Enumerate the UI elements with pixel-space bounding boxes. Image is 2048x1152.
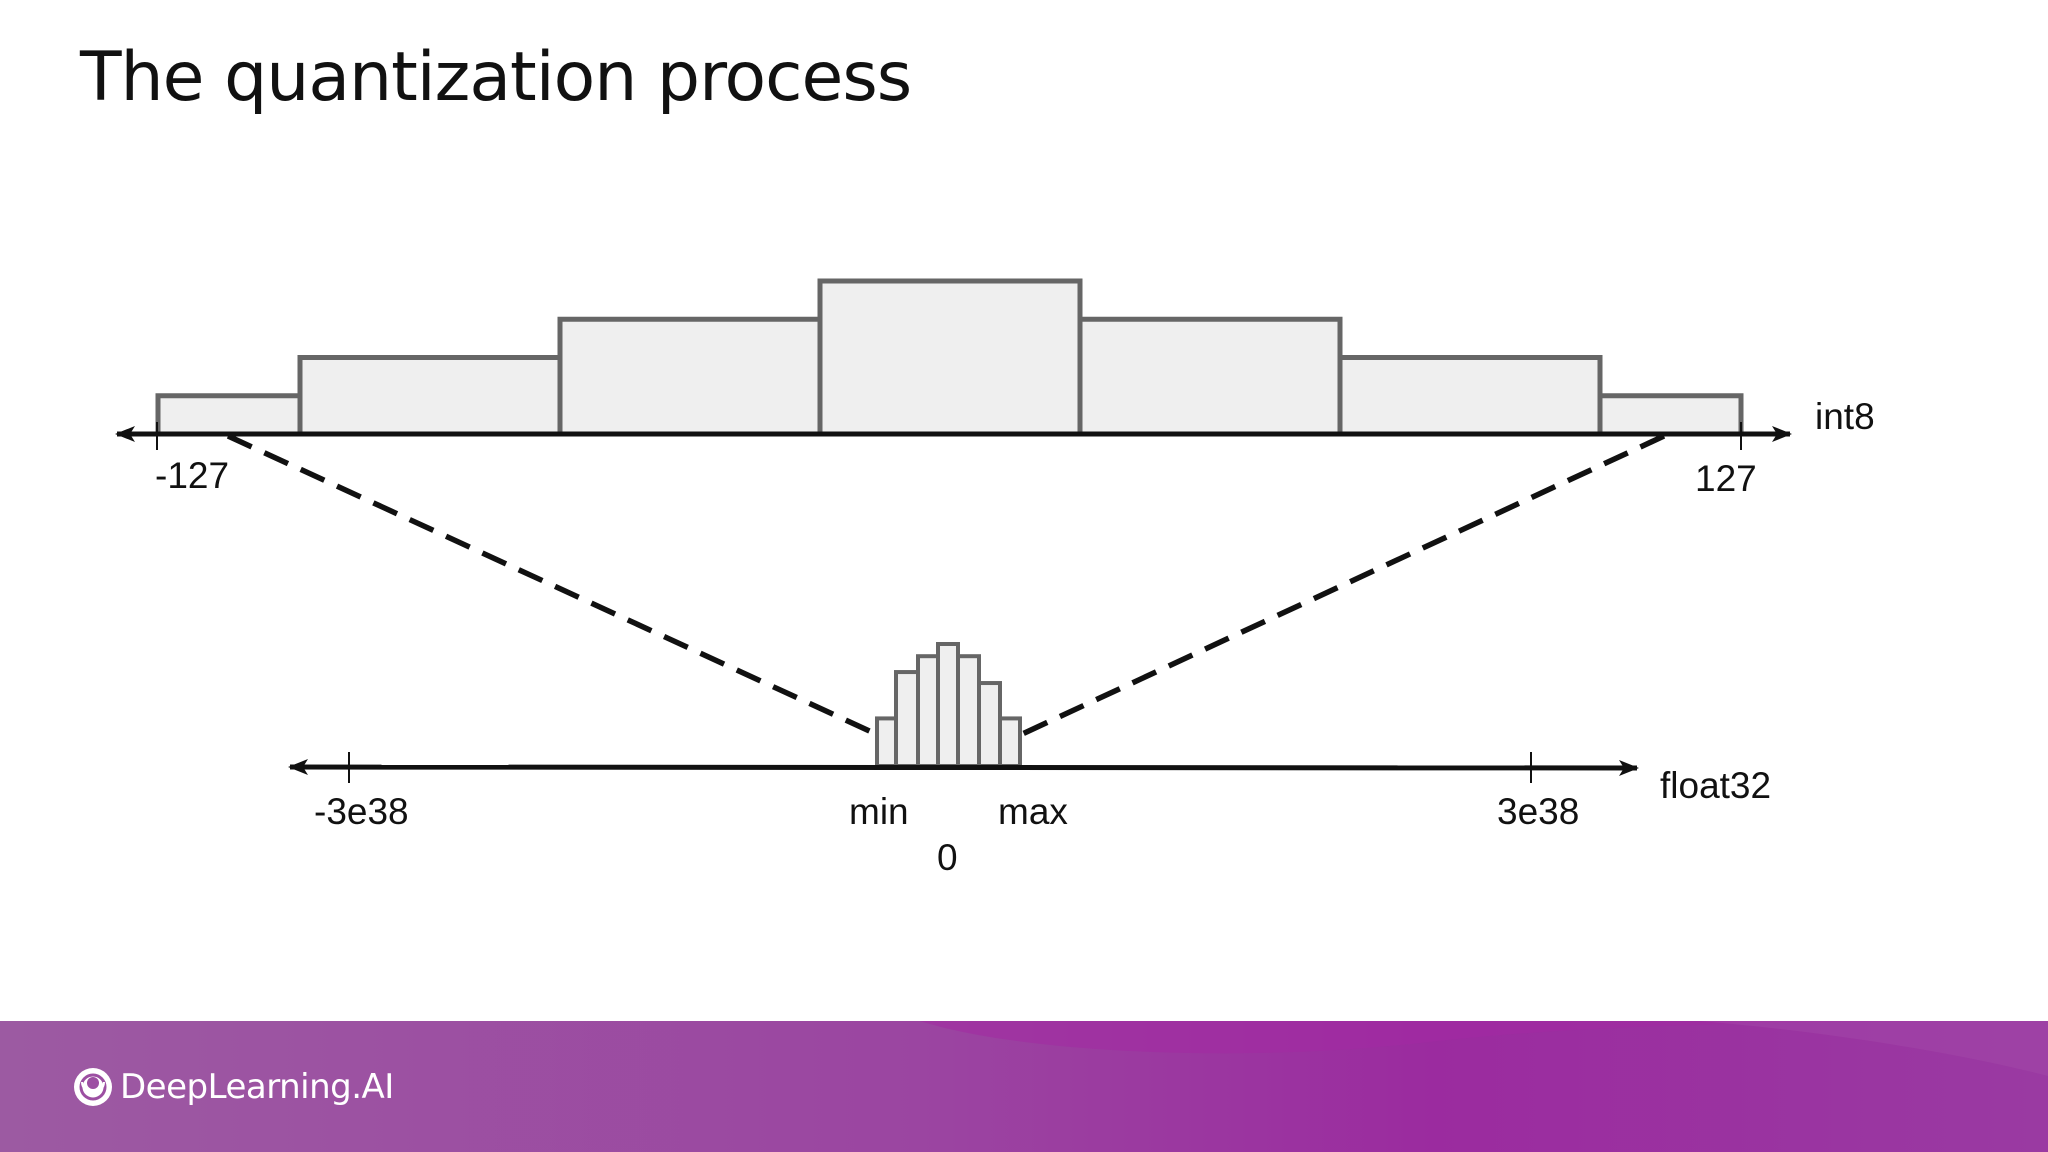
mapping-dashed-line-right xyxy=(1016,433,1666,739)
float32-histogram-bar xyxy=(894,670,920,768)
float32-histogram-bar xyxy=(956,654,981,769)
int8-histogram-bar xyxy=(155,393,303,437)
footer-wave-decoration xyxy=(920,1021,2048,1076)
brand: DeepLearning.AI xyxy=(72,1066,394,1108)
float32-histogram-bar xyxy=(936,642,960,768)
int8-histogram-bar xyxy=(817,278,1083,437)
float32-axis-name: float32 xyxy=(1660,765,1771,806)
float32-zero-label: 0 xyxy=(937,837,958,878)
int8-histogram-bar xyxy=(1077,316,1343,437)
float32-axis-line xyxy=(288,759,1639,776)
deeplearning-ai-logo-icon xyxy=(74,1068,112,1106)
float32-histogram-bar xyxy=(916,654,940,769)
int8-histogram-bar xyxy=(297,355,563,437)
float32-max-label: 3e38 xyxy=(1497,791,1579,832)
float32-histogram-bar xyxy=(998,716,1022,768)
int8-histogram xyxy=(155,278,1744,437)
float32-histogram-bar xyxy=(977,681,1002,768)
int8-max-label: 127 xyxy=(1695,458,1757,499)
int8-min-label: -127 xyxy=(155,455,229,496)
float32-histogram xyxy=(875,642,1022,769)
int8-histogram-bar xyxy=(1597,393,1744,437)
mapping-dashed-line-left xyxy=(226,433,878,737)
float32-min-label: -3e38 xyxy=(314,791,409,832)
slide-title: The quantization process xyxy=(80,38,912,117)
brand-name: DeepLearning.AI xyxy=(120,1067,394,1107)
quantization-diagram: int8 -127 127 float32 -3e38 3e38 min max… xyxy=(115,278,1875,878)
float32-histogram-bar xyxy=(875,716,898,768)
int8-histogram-bar xyxy=(557,316,823,437)
footer-banner xyxy=(0,1021,2048,1152)
int8-histogram-bar xyxy=(1337,355,1603,437)
int8-axis-name: int8 xyxy=(1815,396,1875,437)
float32-range-min-label: min xyxy=(849,791,909,832)
float32-range-max-label: max xyxy=(998,791,1068,832)
